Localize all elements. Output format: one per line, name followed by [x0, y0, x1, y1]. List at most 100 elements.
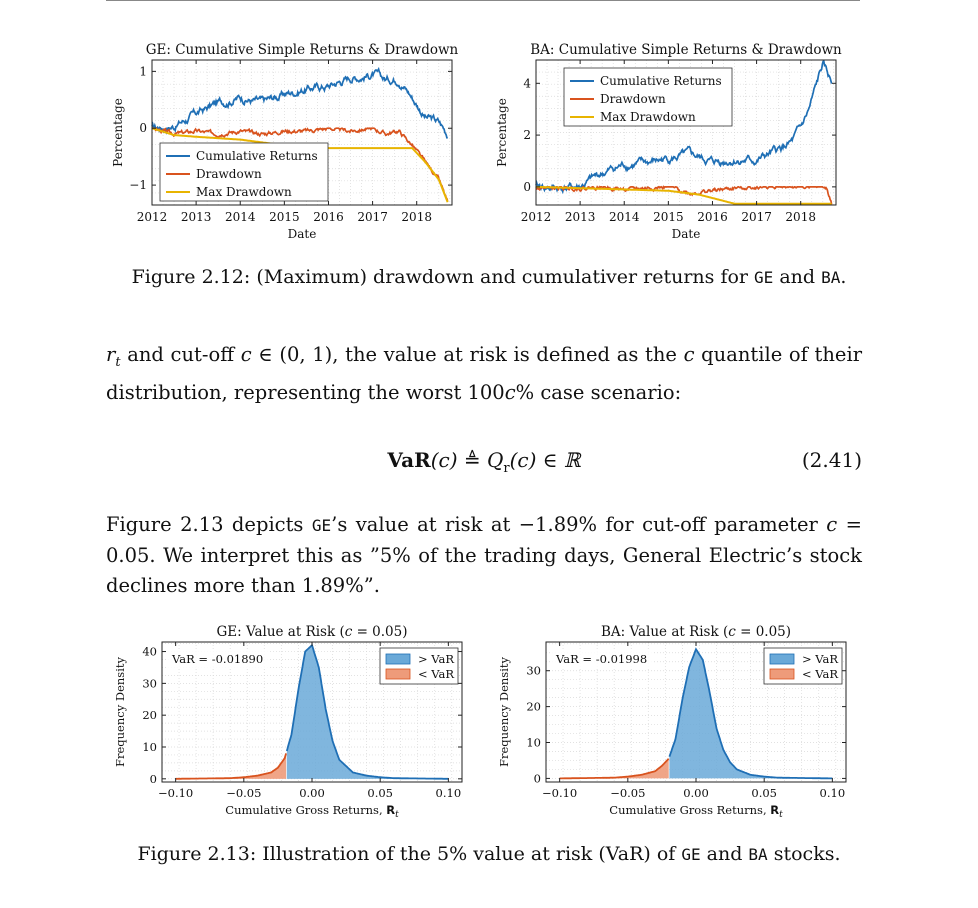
x-tick-label: 2013: [565, 210, 596, 224]
area-below-var: [559, 758, 669, 779]
legend-swatch: [769, 668, 795, 680]
series-line-drawdown: [151, 126, 449, 202]
x-tick-label: 2015: [653, 210, 684, 224]
series-line-drawdown: [535, 185, 833, 205]
x-tick-label: 0.05: [751, 786, 777, 800]
legend-swatch: [385, 668, 411, 680]
legend-swatch: [769, 653, 795, 665]
legend-label: Cumulative Returns: [196, 149, 318, 163]
y-tick-label: 30: [142, 676, 157, 690]
y-axis-label: Percentage: [495, 98, 509, 167]
x-tick-label: −0.10: [542, 786, 577, 800]
ticker-ge: GE: [311, 516, 332, 535]
x-tick-label: 0.05: [367, 786, 393, 800]
chart-title: GE: Value at Risk (c = 0.05): [216, 624, 407, 640]
figure-2-13-caption: Figure 2.13: Illustration of the 5% valu…: [0, 843, 978, 865]
y-tick-label: 2: [523, 128, 531, 142]
ticker-ba: BA: [748, 845, 768, 864]
y-tick-label: −1: [129, 178, 147, 192]
series-line-cumulative-returns: [535, 60, 833, 195]
para-text: Figure 2.13 depicts: [106, 513, 312, 536]
y-tick-label: 0: [139, 121, 147, 135]
x-axis-label: Date: [672, 227, 701, 241]
legend-label: Max Drawdown: [600, 110, 696, 124]
density-line-below: [559, 758, 670, 780]
x-tick-label: −0.10: [158, 786, 193, 800]
x-tick-label: 2018: [401, 210, 432, 224]
y-axis-label: Percentage: [111, 98, 125, 167]
symbol-c: c: [240, 343, 252, 366]
caption-text: and: [773, 266, 822, 288]
plot-frame: [151, 59, 453, 206]
caption-text: stocks.: [767, 843, 841, 865]
y-axis-label: Frequency Density: [497, 657, 511, 767]
y-tick-label: 1: [139, 64, 147, 78]
legend-label: Cumulative Returns: [600, 74, 722, 88]
para-text: % case scenario:: [515, 380, 682, 404]
line-chart-svg: BA: Cumulative Simple Returns & Drawdown…: [495, 42, 842, 241]
x-tick-label: −0.05: [226, 786, 261, 800]
plot-frame: [535, 59, 837, 206]
legend-label: > VaR: [802, 652, 838, 666]
legend-swatch: [385, 653, 411, 665]
x-tick-label: 2018: [785, 210, 816, 224]
ba-drawdown-chart: BA: Cumulative Simple Returns & Drawdown…: [490, 38, 865, 243]
x-tick-label: 2012: [137, 210, 168, 224]
x-tick-label: −0.05: [610, 786, 645, 800]
chart-title: BA: Cumulative Simple Returns & Drawdown: [530, 42, 842, 58]
area-above-var: [286, 645, 449, 779]
eq-q-sub: r: [503, 461, 510, 476]
legend-label: Max Drawdown: [196, 185, 292, 199]
symbol-c: c: [683, 343, 695, 366]
y-tick-label: 20: [526, 700, 541, 714]
y-tick-label: 10: [526, 736, 541, 750]
x-tick-label: 2017: [741, 210, 772, 224]
area-below-var: [175, 753, 287, 779]
legend-label: Drawdown: [196, 167, 262, 181]
y-tick-label: 0: [523, 180, 531, 194]
caption-text: and: [700, 843, 749, 865]
x-tick-label: 2014: [609, 210, 640, 224]
var-annotation-box: [552, 650, 652, 668]
y-tick-label: 0: [534, 771, 541, 785]
y-tick-label: 20: [142, 708, 157, 722]
x-tick-label: 0.10: [436, 786, 462, 800]
var-annotation: VaR = -0.01998: [555, 652, 647, 666]
para-text: quantile of their distribution, represen…: [106, 343, 863, 404]
var-chart-svg: GE: Value at Risk (c = 0.05) −0.10 −0.05 0.…: [113, 624, 463, 820]
density-line-above: [285, 643, 449, 780]
x-axis-label: Cumulative Gross Returns, Rt: [609, 803, 783, 820]
x-axis-label: Date: [288, 227, 317, 241]
eq-var: VaR: [387, 448, 431, 472]
x-tick-label: 2012: [521, 210, 552, 224]
legend-label: > VaR: [418, 652, 454, 666]
x-tick-label: 2016: [313, 210, 344, 224]
para-text: ’s value at risk at −1.89% for cut-off p…: [331, 513, 827, 536]
x-tick-label: 2013: [181, 210, 212, 224]
para-text: = 0.05. We interpret this as ”5% of the …: [106, 513, 862, 597]
area-above-var: [669, 649, 833, 779]
y-tick-label: 40: [142, 645, 157, 659]
y-axis-label: Frequency Density: [113, 657, 127, 767]
ticker-ge: GE: [681, 845, 701, 864]
var-annotation-box: [168, 650, 268, 668]
paragraph-ge-var: Figure 2.13 depicts GE’s value at risk a…: [106, 510, 862, 601]
line-chart-svg: GE: Cumulative Simple Returns & Drawdown…: [111, 42, 459, 241]
x-tick-label: 0.00: [299, 786, 325, 800]
para-text: and cut-off: [120, 343, 241, 366]
paragraph-var-definition: rt and cut-off c ∈ (0, 1), the value at …: [106, 340, 862, 408]
ge-var-chart: GE: Value at Risk (c = 0.05) −0.10 −0.05 0.…: [106, 620, 481, 825]
symbol-c: c: [504, 380, 516, 404]
figure-2-12-caption: Figure 2.12: (Maximum) drawdown and cumu…: [0, 266, 978, 288]
symbol-r: r: [106, 343, 116, 366]
caption-text: Figure 2.12: (Maximum) drawdown and cumu…: [131, 266, 755, 288]
eq-defeq: ≜: [457, 448, 487, 472]
chart-title: GE: Cumulative Simple Returns & Drawdown: [146, 42, 459, 58]
legend-label: < VaR: [418, 667, 454, 681]
y-tick-label: 4: [523, 76, 531, 90]
equation-2-41: VaR(c) ≜ Qr(c) ∈ ℝ (2.41): [106, 448, 862, 478]
x-tick-label: 2015: [269, 210, 300, 224]
ticker-ge: GE: [754, 268, 774, 287]
symbol-t: t: [115, 354, 121, 370]
legend-label: < VaR: [802, 667, 838, 681]
